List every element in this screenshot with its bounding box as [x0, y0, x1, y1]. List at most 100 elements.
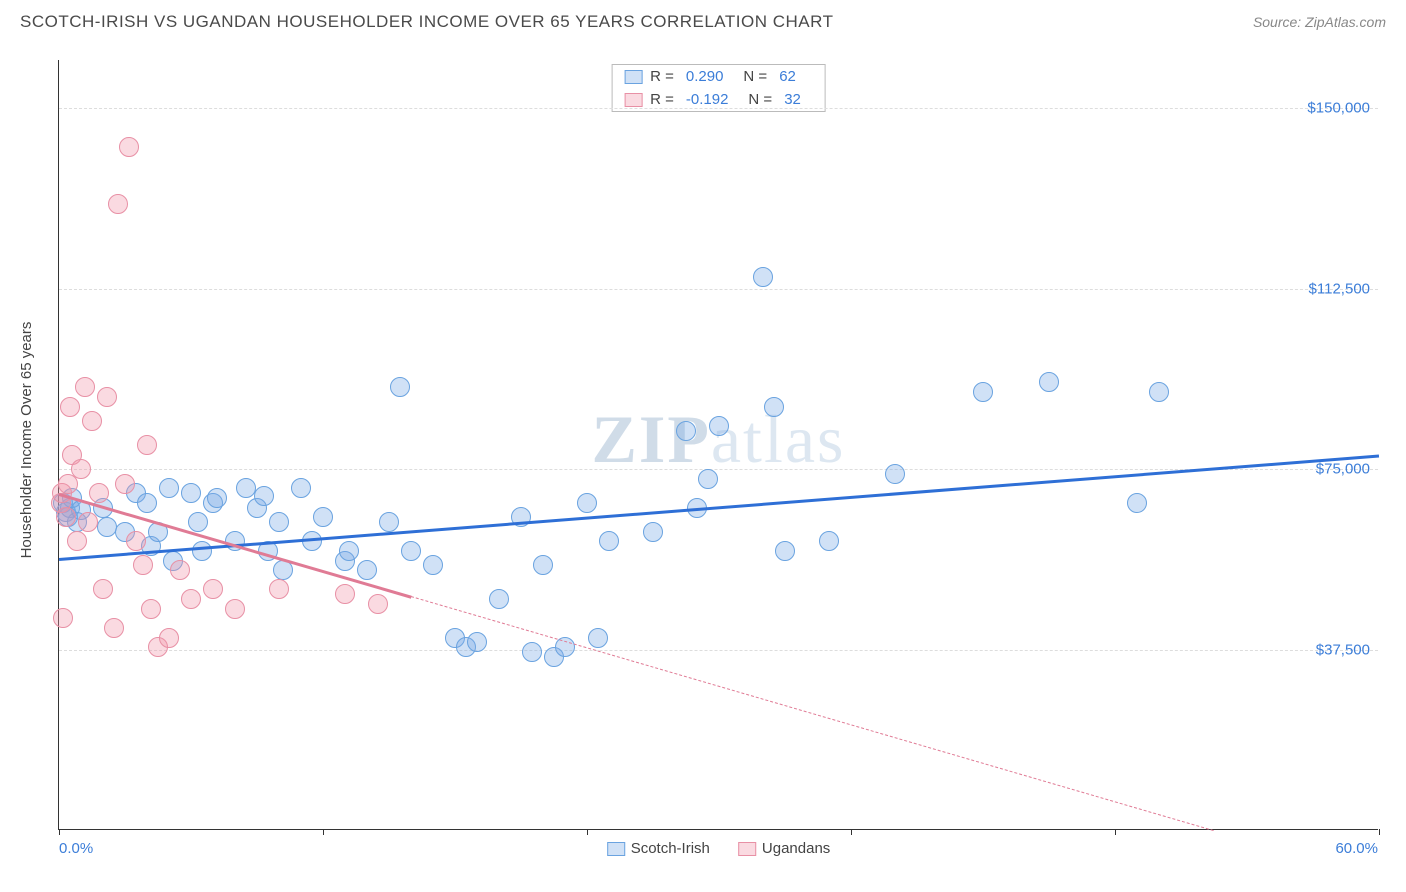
legend-swatch [607, 842, 625, 856]
data-point [159, 628, 179, 648]
data-point [467, 632, 487, 652]
legend-n-value: 32 [784, 91, 801, 108]
data-point [225, 599, 245, 619]
legend-row: R =0.290N =62 [612, 65, 825, 88]
data-point [97, 387, 117, 407]
source-prefix: Source: [1253, 14, 1305, 30]
gridline-h [59, 108, 1378, 109]
scatter-plot-area: ZIPatlas R =0.290N =62R =-0.192N =32 Sco… [58, 60, 1378, 830]
data-point [254, 486, 274, 506]
data-point [104, 618, 124, 638]
data-point [141, 599, 161, 619]
data-point [203, 579, 223, 599]
data-point [885, 464, 905, 484]
legend-swatch [624, 70, 642, 84]
data-point [207, 488, 227, 508]
data-point [489, 589, 509, 609]
data-point [53, 608, 73, 628]
legend-n-label: N = [748, 91, 772, 108]
data-point [181, 589, 201, 609]
legend-swatch [624, 93, 642, 107]
data-point [181, 483, 201, 503]
data-point [137, 435, 157, 455]
watermark: ZIPatlas [592, 400, 846, 479]
data-point [291, 478, 311, 498]
data-point [56, 507, 76, 527]
x-tick [851, 829, 852, 835]
data-point [533, 555, 553, 575]
series-legend: Scotch-Irish Ugandans [607, 840, 831, 857]
source-attribution: Source: ZipAtlas.com [1253, 14, 1386, 30]
legend-n-label: N = [743, 68, 767, 85]
correlation-legend: R =0.290N =62R =-0.192N =32 [611, 64, 826, 112]
data-point [676, 421, 696, 441]
data-point [1039, 372, 1059, 392]
x-tick [587, 829, 588, 835]
y-tick-label: $75,000 [1316, 461, 1370, 478]
x-tick [323, 829, 324, 835]
data-point [302, 531, 322, 551]
data-point [423, 555, 443, 575]
data-point [577, 493, 597, 513]
trend-line [411, 596, 1214, 831]
chart-title: SCOTCH-IRISH VS UGANDAN HOUSEHOLDER INCO… [20, 12, 833, 32]
data-point [60, 397, 80, 417]
data-point [115, 474, 135, 494]
data-point [775, 541, 795, 561]
legend-item: Ugandans [738, 840, 830, 857]
x-axis-max-label: 60.0% [1335, 840, 1378, 857]
data-point [1149, 382, 1169, 402]
data-point [709, 416, 729, 436]
data-point [108, 194, 128, 214]
data-point [753, 267, 773, 287]
data-point [89, 483, 109, 503]
data-point [67, 531, 87, 551]
legend-swatch [738, 842, 756, 856]
data-point [159, 478, 179, 498]
legend-r-label: R = [650, 91, 674, 108]
data-point [390, 377, 410, 397]
data-point [93, 579, 113, 599]
data-point [599, 531, 619, 551]
data-point [82, 411, 102, 431]
x-axis-min-label: 0.0% [59, 840, 93, 857]
y-tick-label: $112,500 [1309, 280, 1370, 297]
data-point [698, 469, 718, 489]
data-point [643, 522, 663, 542]
data-point [269, 579, 289, 599]
legend-r-value: -0.192 [686, 91, 729, 108]
gridline-h [59, 289, 1378, 290]
data-point [588, 628, 608, 648]
data-point [368, 594, 388, 614]
y-tick-label: $150,000 [1307, 100, 1370, 117]
data-point [137, 493, 157, 513]
data-point [379, 512, 399, 532]
data-point [973, 382, 993, 402]
y-axis-label: Householder Income Over 65 years [18, 322, 35, 559]
legend-item: Scotch-Irish [607, 840, 710, 857]
data-point [126, 531, 146, 551]
x-tick [59, 829, 60, 835]
data-point [401, 541, 421, 561]
data-point [1127, 493, 1147, 513]
source-name: ZipAtlas.com [1305, 14, 1386, 30]
gridline-h [59, 650, 1378, 651]
x-tick [1379, 829, 1380, 835]
watermark-zip: ZIP [592, 401, 711, 477]
data-point [75, 377, 95, 397]
data-point [188, 512, 208, 532]
data-point [522, 642, 542, 662]
x-tick [1115, 829, 1116, 835]
data-point [119, 137, 139, 157]
data-point [819, 531, 839, 551]
data-point [339, 541, 359, 561]
legend-series-label: Ugandans [762, 840, 830, 857]
legend-series-label: Scotch-Irish [631, 840, 710, 857]
data-point [192, 541, 212, 561]
data-point [71, 459, 91, 479]
data-point [78, 512, 98, 532]
data-point [269, 512, 289, 532]
legend-n-value: 62 [779, 68, 796, 85]
data-point [357, 560, 377, 580]
data-point [313, 507, 333, 527]
